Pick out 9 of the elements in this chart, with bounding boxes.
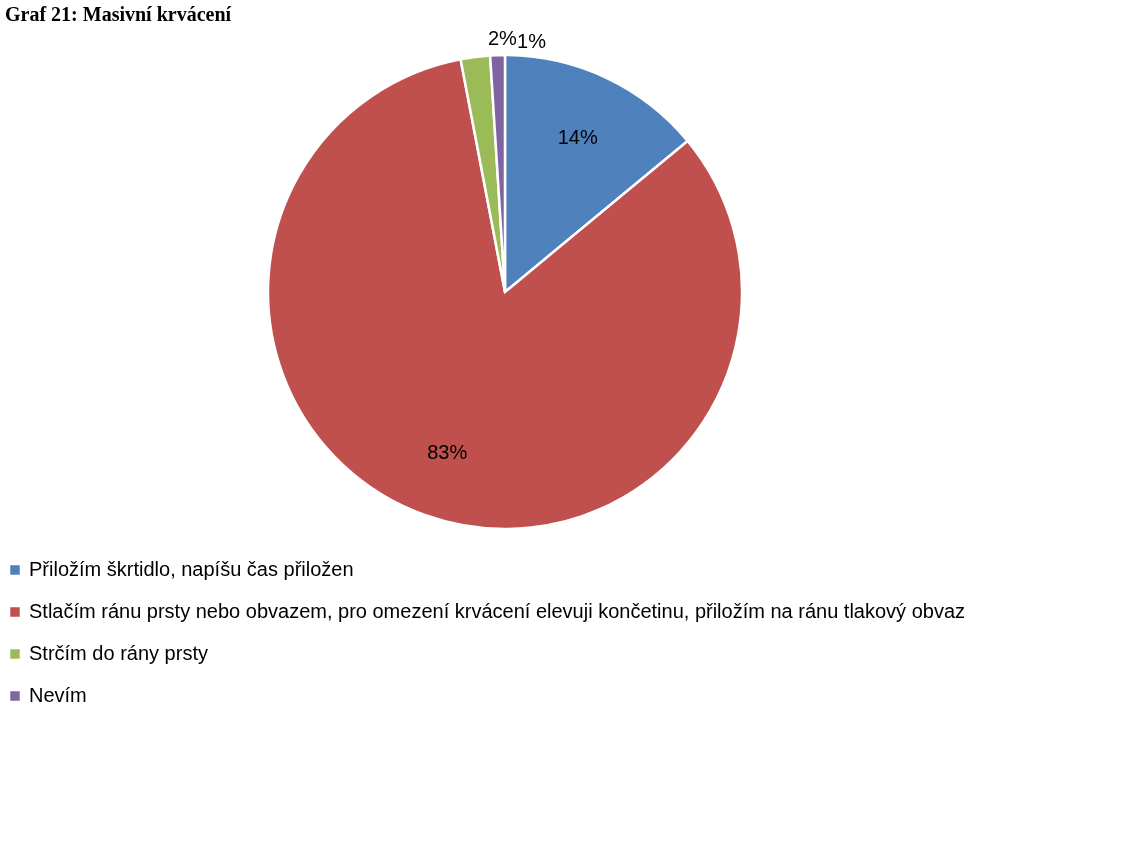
- chart-title: Graf 21: Masivní krvácení: [5, 3, 232, 26]
- data-label: 14%: [557, 125, 598, 148]
- legend-label: Stlačím ránu prsty nebo obvazem, pro omezení krvácení elevuji končetinu, přiložím na ránu tlakový obvaz: [29, 600, 966, 622]
- data-label: 2%: [487, 27, 518, 50]
- data-label: 1%: [517, 30, 547, 53]
- legend-label: Přiložím škrtidlo, napíšu čas přiložen: [29, 558, 354, 580]
- legend-label: Strčím do rány prsty: [29, 642, 208, 664]
- legend-label: Nevím: [29, 684, 87, 706]
- data-label: 83%: [427, 440, 468, 463]
